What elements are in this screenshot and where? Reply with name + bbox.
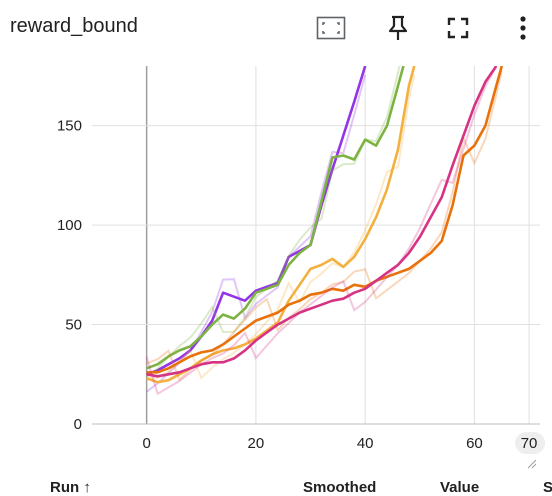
y-tick-label: 0 <box>74 416 82 433</box>
more-vert-icon <box>520 16 526 40</box>
run-column-header[interactable]: Run ↑ <box>50 479 91 496</box>
x-tick-label: 0 <box>142 435 150 452</box>
value-column-header[interactable]: Value <box>440 479 480 496</box>
x-tick-highlight <box>515 432 546 454</box>
pin-button[interactable] <box>380 10 416 46</box>
series-line <box>146 66 405 370</box>
chart-title: reward_bound <box>10 15 138 37</box>
series-line <box>146 66 498 378</box>
x-tick-label: 20 <box>248 435 265 452</box>
x-tick-label: 60 <box>466 435 483 452</box>
series-line <box>146 66 416 384</box>
smoothed-column-header[interactable]: Smoothed <box>303 479 377 496</box>
fit-domain-button[interactable] <box>313 10 349 46</box>
runs-table-header: Run ↑ Smoothed Value S <box>0 474 552 496</box>
pin-icon <box>388 15 408 40</box>
series-raw-line <box>145 74 367 393</box>
y-tick-label: 50 <box>65 317 82 334</box>
series-line <box>146 66 367 376</box>
y-tick-label: 150 <box>57 118 82 135</box>
fit-domain-icon <box>316 16 346 40</box>
resize-handle-icon <box>527 459 537 469</box>
series-line <box>146 66 504 374</box>
card-header: reward_bound <box>0 0 552 56</box>
y-tick-label: 100 <box>57 217 82 234</box>
x-tick-label: 70 <box>521 435 538 452</box>
step-column-header[interactable]: S <box>543 479 552 496</box>
fullscreen-icon <box>447 17 469 39</box>
more-options-button[interactable] <box>505 10 541 46</box>
series-raw-line <box>145 66 498 396</box>
series-raw-line <box>146 74 416 380</box>
chart-area[interactable]: 0 50 100 150 0 20 40 60 70 <box>0 0 552 470</box>
x-tick-label: 40 <box>357 435 374 452</box>
fullscreen-button[interactable] <box>440 10 476 46</box>
series-raw-line <box>146 70 503 382</box>
